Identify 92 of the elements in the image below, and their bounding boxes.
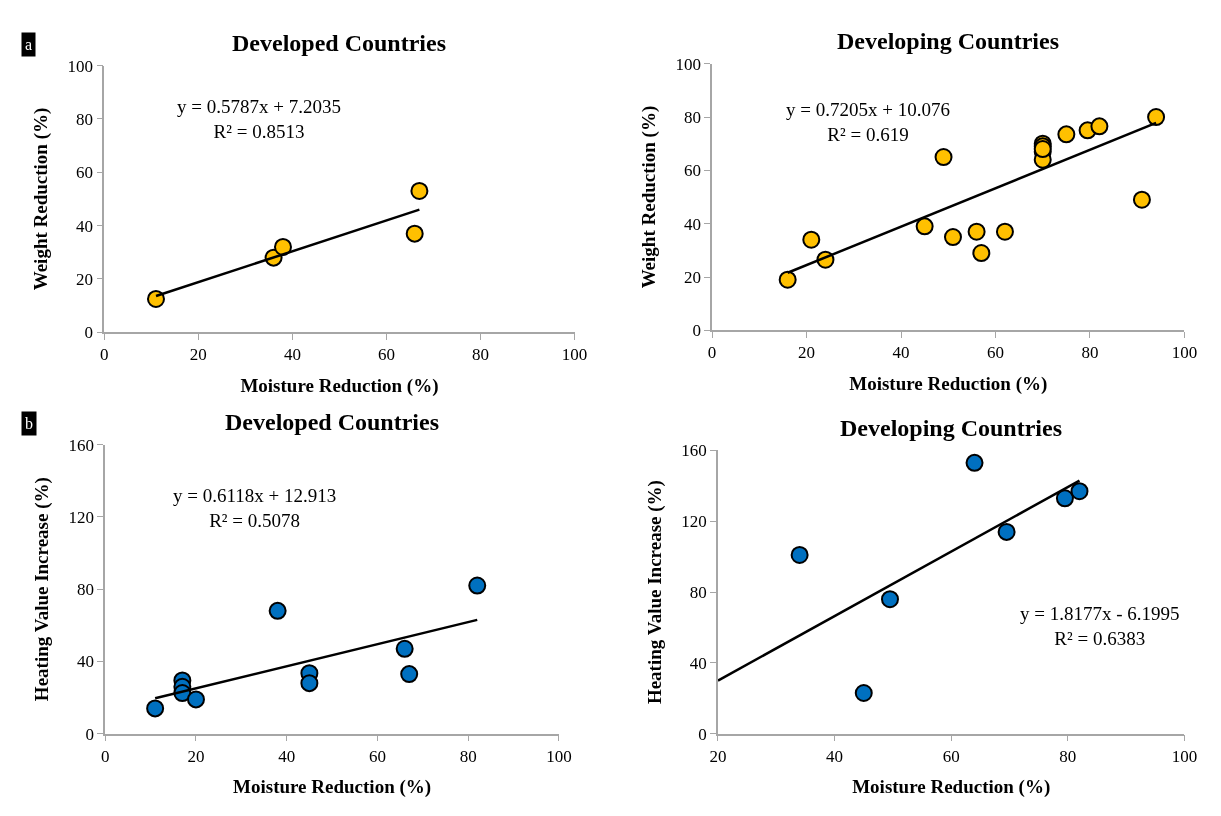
x-tick-label: 80 bbox=[472, 345, 490, 365]
y-tick-label: 160 bbox=[681, 441, 707, 461]
point bbox=[965, 453, 984, 472]
y-tick-label: 40 bbox=[683, 214, 701, 234]
chart-title: Developing Countries bbox=[840, 415, 1062, 441]
text: a bbox=[25, 36, 33, 53]
x-axis-title: Moisture Reduction (%) bbox=[240, 374, 439, 397]
y-tick-label: 20 bbox=[683, 267, 701, 287]
x-tick-label: 100 bbox=[1171, 343, 1198, 363]
point bbox=[802, 230, 821, 249]
point bbox=[1147, 108, 1166, 127]
point bbox=[395, 639, 414, 658]
x-tick-label: 60 bbox=[942, 746, 960, 766]
point bbox=[790, 545, 809, 564]
annotation: y = 0.6118x + 12.913 R² = 0.5078 bbox=[173, 485, 337, 531]
x-axis-title: Moisture Reduction (%) bbox=[852, 776, 1051, 799]
point bbox=[147, 289, 165, 308]
point bbox=[972, 244, 991, 263]
y-axis-title: Weight Reduction (%) bbox=[29, 107, 52, 291]
y-tick-label: 80 bbox=[689, 583, 707, 603]
y-tick-label: 80 bbox=[76, 109, 94, 129]
point bbox=[268, 601, 287, 620]
point bbox=[274, 237, 292, 256]
y-tick-label: 100 bbox=[675, 54, 701, 74]
annotation: y = 0.7205x + 10.076 R² = 0.619 bbox=[786, 99, 950, 145]
x-tick-label: 60 bbox=[368, 746, 386, 766]
y-tick-label: 0 bbox=[84, 323, 94, 343]
x-tick-label: 40 bbox=[826, 746, 844, 766]
x-axis-title: Moisture Reduction (%) bbox=[233, 776, 432, 799]
x-tick-label: 40 bbox=[283, 345, 301, 365]
annotation: y = 1.8177x - 6.1995 R² = 0.6383 bbox=[1020, 603, 1180, 649]
annotation: y = 0.5787x + 7.2035 R² = 0.8513 bbox=[177, 96, 341, 142]
point bbox=[934, 148, 953, 167]
point bbox=[400, 665, 419, 684]
y-tick-label: 40 bbox=[77, 652, 95, 672]
x-tick-label: 100 bbox=[546, 746, 572, 766]
x-tick-label: 0 bbox=[100, 746, 110, 766]
y-tick-label: 80 bbox=[77, 580, 95, 600]
x-tick-label: 40 bbox=[892, 343, 910, 363]
y-tick-label: 40 bbox=[689, 653, 707, 673]
x-tick-label: 80 bbox=[459, 746, 477, 766]
y-axis-title: Heating Value Increase (%) bbox=[30, 477, 53, 702]
chart-title: Developed Countries bbox=[225, 409, 439, 435]
chart-title: Developed Countries bbox=[232, 30, 446, 56]
y-tick-label: 20 bbox=[76, 269, 94, 289]
x-axis-title: Moisture Reduction (%) bbox=[849, 372, 1048, 395]
y-tick-label: 0 bbox=[692, 321, 701, 341]
text: b bbox=[25, 415, 33, 432]
point bbox=[468, 576, 487, 595]
point bbox=[778, 270, 797, 289]
x-tick-label: 80 bbox=[1081, 343, 1099, 363]
y-tick-label: 60 bbox=[76, 163, 94, 183]
chart-title: Developing Countries bbox=[837, 28, 1059, 54]
point bbox=[854, 684, 873, 702]
y-tick-label: 80 bbox=[683, 107, 701, 127]
point bbox=[186, 690, 205, 709]
x-tick-label: 0 bbox=[100, 345, 109, 365]
y-tick-label: 120 bbox=[68, 507, 95, 527]
x-tick-label: 100 bbox=[1171, 746, 1198, 766]
point bbox=[997, 522, 1016, 541]
y-axis-title: Heating Value Increase (%) bbox=[643, 480, 666, 705]
x-tick-label: 80 bbox=[1059, 746, 1077, 766]
y-tick-label: 160 bbox=[68, 435, 95, 455]
y-tick-label: 0 bbox=[698, 724, 707, 744]
point bbox=[1070, 482, 1089, 501]
point bbox=[1090, 117, 1109, 136]
point bbox=[405, 224, 424, 243]
point bbox=[881, 590, 899, 609]
point bbox=[944, 228, 962, 247]
point bbox=[146, 699, 165, 718]
x-tick-label: 40 bbox=[278, 746, 296, 766]
x-tick-label: 60 bbox=[377, 345, 395, 365]
x-tick-label: 20 bbox=[187, 746, 205, 766]
x-tick-label: 60 bbox=[987, 343, 1004, 363]
x-tick-label: 100 bbox=[561, 345, 588, 365]
point bbox=[410, 181, 429, 200]
x-tick-label: 20 bbox=[798, 343, 816, 363]
point bbox=[1132, 190, 1151, 209]
point bbox=[967, 222, 986, 241]
point bbox=[915, 217, 934, 236]
point bbox=[1055, 489, 1074, 508]
y-tick-label: 60 bbox=[683, 161, 701, 181]
y-tick-label: 100 bbox=[67, 56, 94, 76]
point bbox=[300, 674, 319, 693]
y-axis-title: Weight Reduction (%) bbox=[637, 105, 660, 289]
y-tick-label: 120 bbox=[681, 512, 707, 532]
x-tick-label: 20 bbox=[189, 345, 207, 365]
point bbox=[1057, 125, 1076, 144]
y-tick-label: 40 bbox=[76, 216, 94, 236]
y-tick-label: 0 bbox=[85, 724, 95, 744]
point bbox=[995, 222, 1014, 241]
x-tick-label: 20 bbox=[709, 746, 727, 766]
